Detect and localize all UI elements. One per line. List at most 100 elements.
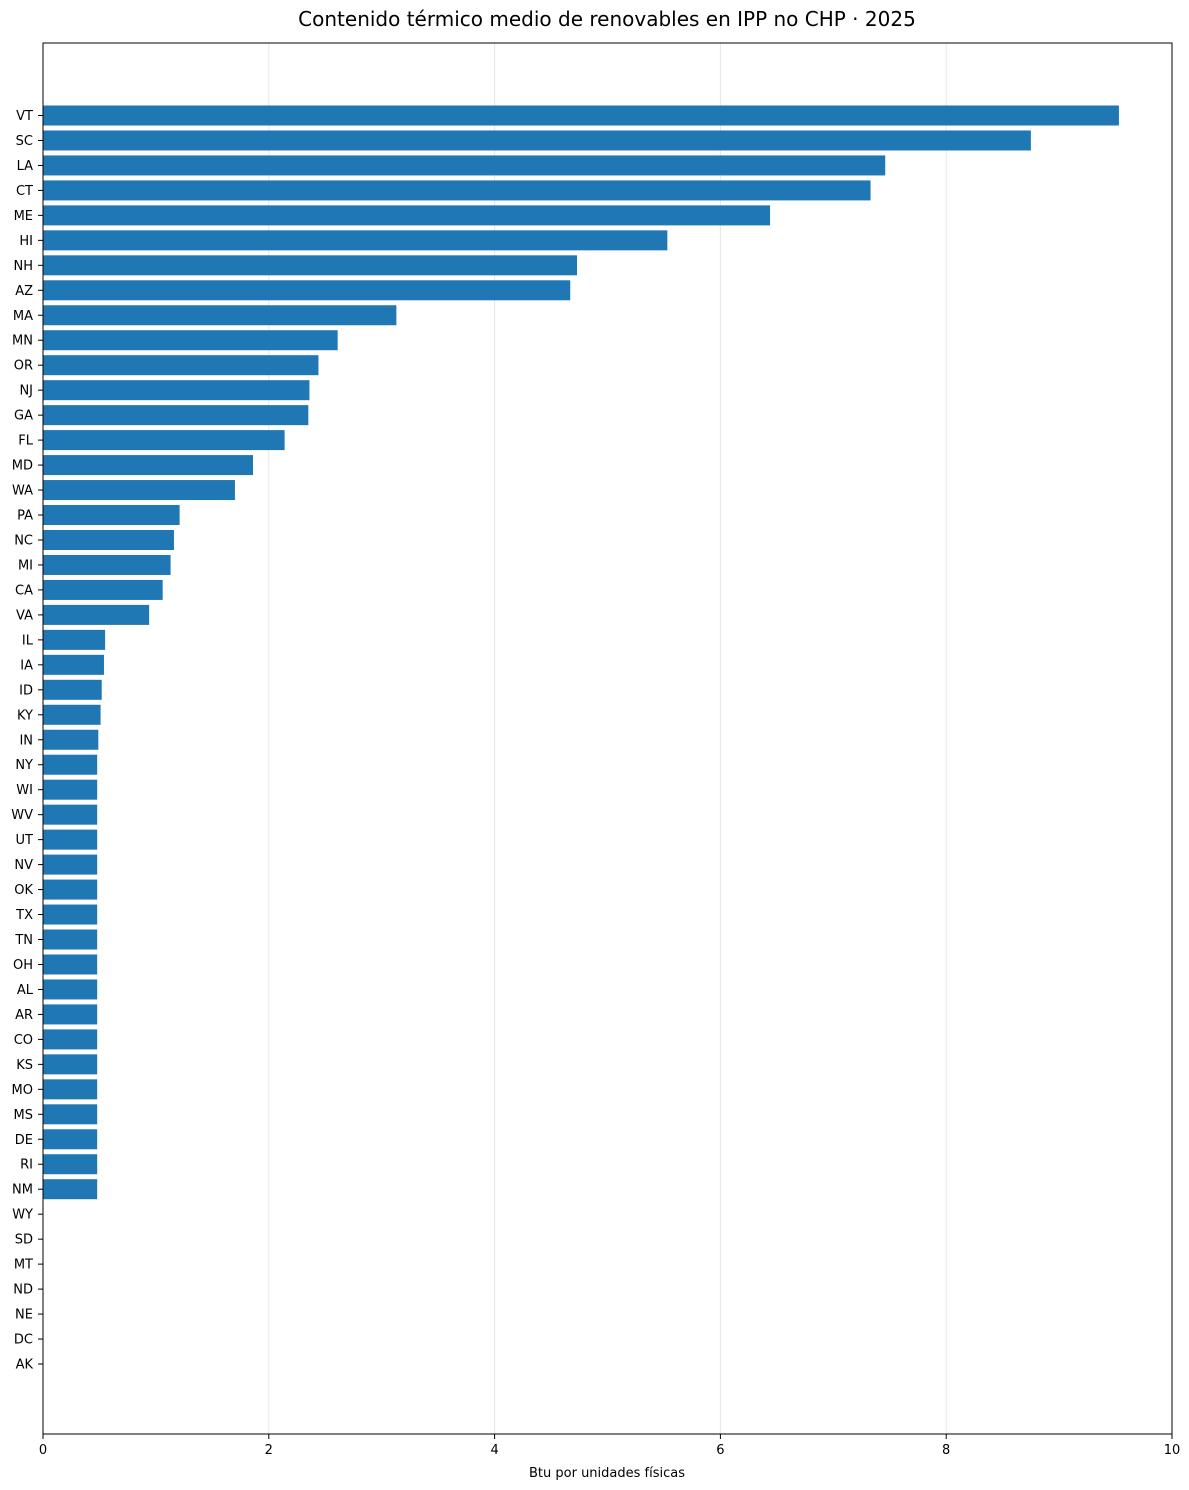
y-tick-label-dc: DC: [14, 1333, 33, 1348]
bar-ga: [43, 405, 309, 426]
y-tick-label-nh: NH: [14, 259, 34, 274]
x-tick-label: 4: [490, 1443, 498, 1458]
bar-nc: [43, 529, 174, 550]
chart-title: Contenido térmico medio de renovables en…: [298, 7, 916, 31]
y-tick-label-ca: CA: [15, 583, 33, 598]
y-tick-label-nm: NM: [12, 1183, 33, 1198]
bar-ca: [43, 579, 163, 600]
bar-sc: [43, 130, 1031, 151]
x-axis-label: Btu por unidades físicas: [529, 1466, 685, 1481]
y-tick-label-ut: UT: [16, 833, 34, 848]
bar-ri: [43, 1154, 98, 1175]
y-tick-label-sc: SC: [16, 134, 33, 149]
y-tick-label-or: OR: [14, 359, 33, 374]
bar-ar: [43, 1004, 98, 1025]
bar-co: [43, 1029, 98, 1050]
bar-in: [43, 729, 99, 750]
y-tick-label-ky: KY: [17, 708, 33, 723]
y-tick-label-la: LA: [17, 159, 34, 174]
y-tick-label-nd: ND: [13, 1283, 33, 1298]
y-tick-label-in: IN: [19, 733, 33, 748]
bar-pa: [43, 505, 180, 526]
y-tick-label-nv: NV: [14, 858, 33, 873]
bar-nh: [43, 255, 578, 276]
x-tick-label: 6: [716, 1443, 724, 1458]
bar-id: [43, 679, 102, 700]
y-tick-label-ri: RI: [20, 1158, 33, 1173]
bar-mo: [43, 1079, 98, 1100]
y-tick-label-ok: OK: [14, 883, 33, 898]
y-tick-label-ms: MS: [14, 1108, 33, 1123]
bar-la: [43, 155, 886, 176]
bar-ct: [43, 180, 871, 201]
bar-az: [43, 280, 571, 301]
bar-wa: [43, 480, 235, 501]
y-tick-label-pa: PA: [17, 509, 33, 524]
bar-mn: [43, 330, 338, 351]
y-tick-label-mn: MN: [12, 334, 33, 349]
bar-ks: [43, 1054, 98, 1075]
y-tick-label-ak: AK: [16, 1358, 34, 1373]
y-tick-label-sd: SD: [15, 1233, 33, 1248]
y-tick-label-va: VA: [16, 608, 33, 623]
y-tick-label-mt: MT: [14, 1258, 33, 1273]
y-tick-label-hi: HI: [19, 234, 33, 249]
bar-mi: [43, 554, 171, 575]
y-tick-label-de: DE: [15, 1133, 33, 1148]
y-tick-label-tn: TN: [14, 933, 33, 948]
y-tick-label-fl: FL: [18, 434, 33, 449]
y-tick-label-ks: KS: [16, 1058, 33, 1073]
y-tick-label-oh: OH: [13, 958, 33, 973]
bar-fl: [43, 430, 285, 451]
bar-tx: [43, 904, 98, 925]
plot-frame: [42, 42, 1173, 1435]
x-tick-label: 10: [1164, 1443, 1181, 1458]
y-tick-label-co: CO: [14, 1033, 33, 1048]
bar-me: [43, 205, 771, 226]
bar-ut: [43, 829, 98, 850]
y-tick-label-nj: NJ: [19, 384, 33, 399]
y-tick-label-id: ID: [19, 683, 33, 698]
x-tick-label: 0: [39, 1443, 47, 1458]
y-tick-label-vt: VT: [16, 109, 33, 124]
y-tick-label-ne: NE: [15, 1308, 33, 1323]
y-axis-ticks: VT SC LA CT ME HI NH AZ MA MN OR NJ GA FL MD WA PA NC MI CA…: [11, 109, 43, 1373]
bar-wi: [43, 779, 98, 800]
y-tick-label-ma: MA: [13, 309, 33, 324]
bar-or: [43, 355, 319, 376]
bar-ky: [43, 704, 101, 725]
y-tick-label-il: IL: [22, 633, 34, 648]
bars: [43, 105, 1119, 1200]
y-tick-label-al: AL: [17, 983, 34, 998]
y-tick-label-ar: AR: [15, 1008, 33, 1023]
bar-nm: [43, 1179, 98, 1200]
bar-il: [43, 629, 106, 650]
bar-va: [43, 604, 150, 625]
bar-tn: [43, 929, 98, 950]
bar-hi: [43, 230, 668, 251]
y-tick-label-wi: WI: [16, 783, 33, 798]
y-tick-label-ga: GA: [14, 409, 33, 424]
y-tick-label-nc: NC: [14, 533, 33, 548]
y-tick-label-ct: CT: [16, 184, 33, 199]
x-tick-label: 2: [265, 1443, 273, 1458]
bar-al: [43, 979, 98, 1000]
bar-ma: [43, 305, 397, 326]
bar-oh: [43, 954, 98, 975]
y-tick-label-mi: MI: [18, 558, 33, 573]
y-tick-label-mo: MO: [12, 1083, 33, 1098]
x-axis-ticks: 0 2 4 6 8 10: [39, 1434, 1180, 1458]
y-tick-label-wv: WV: [11, 808, 33, 823]
bar-ms: [43, 1104, 98, 1125]
y-tick-label-wa: WA: [12, 484, 33, 499]
y-tick-label-tx: TX: [15, 908, 33, 923]
bar-md: [43, 455, 253, 476]
bar-ia: [43, 654, 104, 675]
bar-wv: [43, 804, 98, 825]
y-tick-label-ny: NY: [15, 758, 33, 773]
x-tick-label: 8: [942, 1443, 950, 1458]
y-tick-label-ia: IA: [20, 658, 33, 673]
y-tick-label-az: AZ: [15, 284, 33, 299]
y-tick-label-md: MD: [12, 459, 33, 474]
